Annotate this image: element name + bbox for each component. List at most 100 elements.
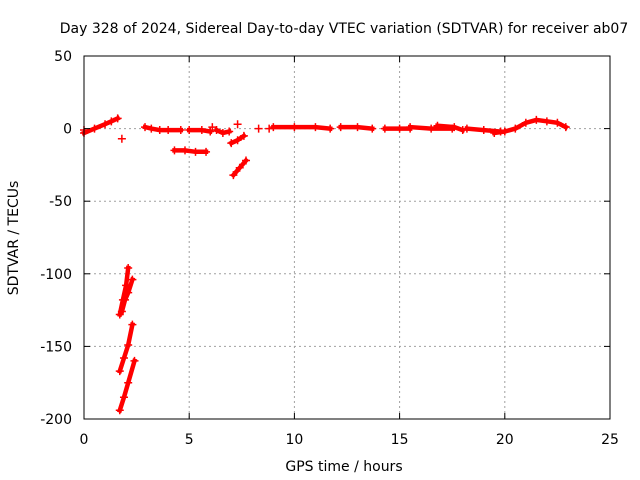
data-series	[115, 320, 137, 376]
data-point	[406, 123, 415, 132]
series-trace	[172, 148, 209, 155]
x-tick-label: 20	[496, 432, 514, 448]
data-point	[124, 378, 133, 387]
data-point	[511, 124, 520, 133]
data-point	[113, 114, 122, 123]
data-series	[336, 123, 377, 133]
data-point	[395, 124, 404, 133]
data-point	[229, 171, 238, 180]
data-point	[479, 126, 488, 135]
data-point	[206, 127, 215, 136]
axis-ticks	[83, 55, 611, 420]
data-point	[101, 120, 110, 129]
data-point	[164, 126, 173, 135]
data-point	[208, 123, 217, 132]
data-point	[115, 406, 124, 415]
grid	[84, 56, 610, 419]
x-tick-label: 0	[80, 432, 89, 448]
data-points	[80, 114, 570, 415]
data-point	[155, 126, 164, 135]
data-point	[225, 127, 234, 136]
data-point	[521, 118, 530, 127]
y-tick-label: 0	[63, 122, 72, 138]
data-point	[233, 136, 242, 145]
x-tick-labels: 0 5 10 15 20 25	[80, 432, 619, 448]
data-point	[542, 117, 551, 126]
data-point	[117, 134, 126, 143]
series-trace	[271, 124, 333, 132]
data-point	[290, 123, 299, 132]
data-series	[80, 114, 122, 137]
data-series	[229, 156, 251, 180]
data-point	[239, 131, 248, 140]
data-point	[427, 124, 436, 133]
data-point	[265, 124, 274, 133]
data-series	[141, 123, 185, 135]
data-series	[117, 275, 137, 316]
data-point	[242, 156, 251, 165]
data-point	[450, 123, 459, 132]
x-axis-label: GPS time / hours	[285, 459, 402, 475]
y-axis-label: SDTVAR / TECUs	[6, 181, 22, 296]
series-trace	[116, 321, 136, 374]
data-point	[115, 367, 124, 376]
y-tick-label: -100	[40, 267, 72, 283]
data-series	[227, 131, 248, 148]
data-point	[311, 123, 320, 132]
data-point	[141, 123, 150, 132]
data-point	[191, 147, 200, 156]
data-series	[433, 121, 467, 135]
x-tick-label: 15	[391, 432, 409, 448]
x-tick-label: 5	[185, 432, 194, 448]
data-point	[353, 123, 362, 132]
data-series	[490, 115, 570, 137]
data-point	[124, 340, 133, 349]
data-point	[130, 356, 139, 365]
y-tick-label: 50	[54, 49, 72, 65]
data-point	[380, 124, 389, 133]
data-point	[119, 354, 128, 363]
data-point	[202, 147, 211, 156]
data-point	[233, 120, 242, 129]
y-tick-label: -150	[40, 339, 72, 355]
data-point	[532, 115, 541, 124]
data-point	[197, 126, 206, 135]
data-series	[115, 356, 139, 415]
data-point	[124, 263, 133, 272]
data-point	[500, 127, 509, 136]
data-point	[490, 128, 499, 137]
y-tick-label: -200	[40, 412, 72, 428]
x-tick-label: 10	[285, 432, 303, 448]
data-point	[235, 163, 244, 172]
data-point	[561, 123, 570, 132]
data-point	[128, 275, 137, 284]
data-point	[170, 146, 179, 155]
series-trace	[119, 276, 136, 315]
data-point	[128, 320, 137, 329]
data-point	[107, 117, 116, 126]
data-point	[121, 295, 130, 304]
data-point	[117, 307, 126, 316]
data-point	[147, 124, 156, 133]
y-tick-labels: 50 0 -50 -100 -150 -200	[40, 49, 72, 428]
x-tick-label: 25	[601, 432, 619, 448]
data-point	[254, 124, 263, 133]
y-tick-label: -50	[49, 194, 72, 210]
data-point	[326, 124, 335, 133]
data-point	[433, 121, 442, 130]
data-point	[185, 126, 194, 135]
data-series	[212, 126, 234, 137]
data-point	[124, 288, 133, 297]
data-point	[90, 124, 99, 133]
data-point	[176, 126, 185, 135]
data-point	[218, 128, 227, 137]
data-series	[269, 123, 335, 133]
data-point	[553, 118, 562, 127]
series-trace	[116, 358, 138, 414]
data-point	[227, 139, 236, 148]
data-point	[212, 126, 221, 135]
chart-title: Day 328 of 2024, Sidereal Day-to-day VTE…	[60, 21, 629, 37]
plot-frame	[83, 55, 611, 420]
data-point	[269, 123, 278, 132]
